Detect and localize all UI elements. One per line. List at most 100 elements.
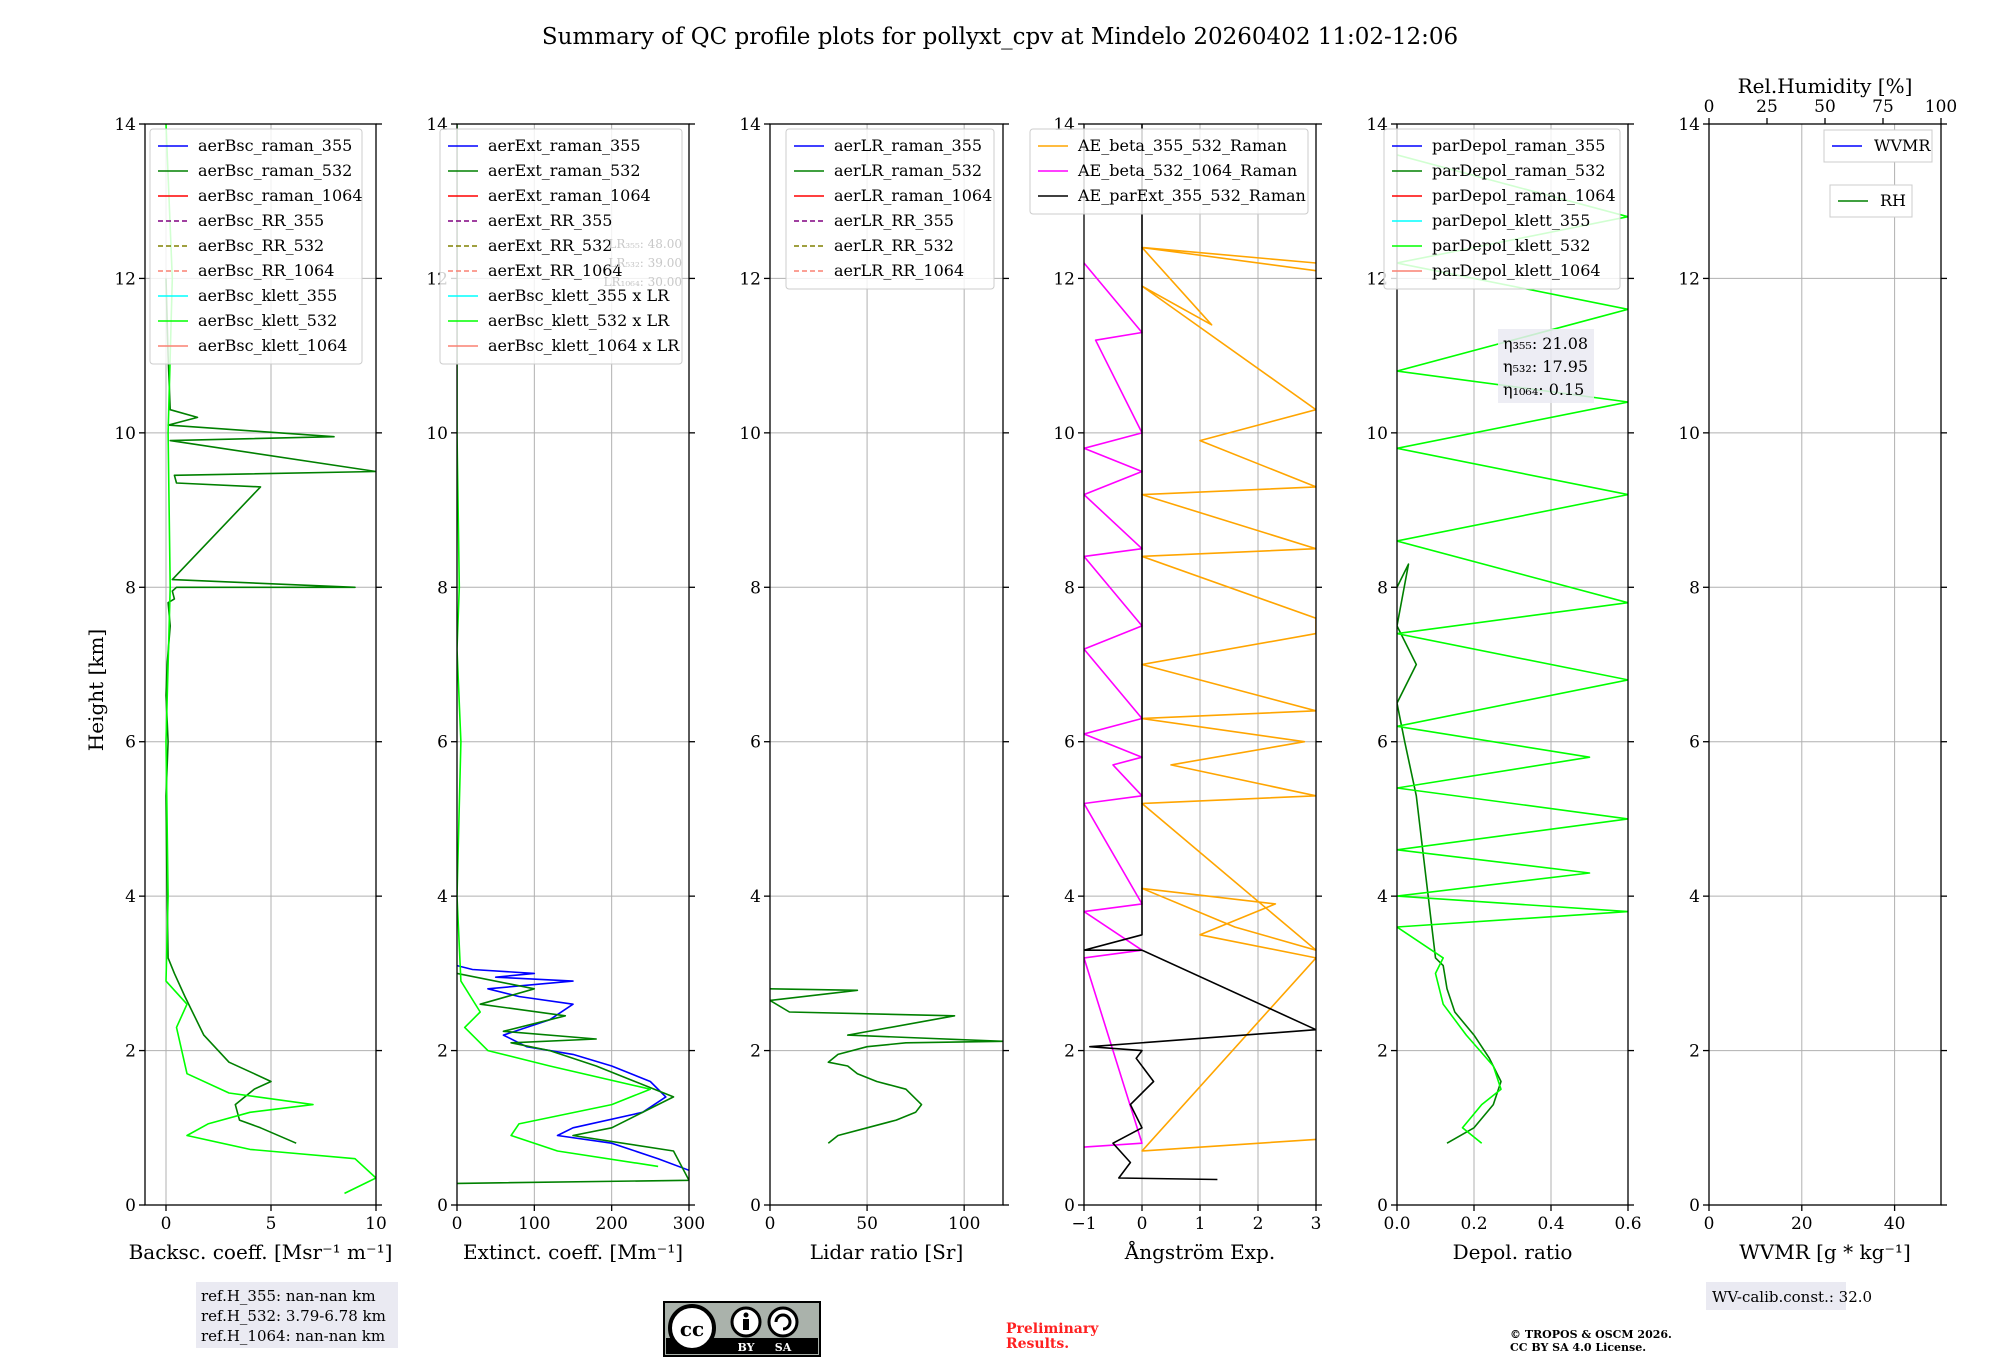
legend-box: [1029, 128, 1309, 215]
x-tick-label: 300: [673, 1214, 705, 1234]
sa-label: SA: [775, 1341, 792, 1354]
legend-label: RH: [1880, 191, 1906, 210]
y-tick-label: 4: [750, 887, 761, 907]
y-tick-label: 2: [1689, 1042, 1700, 1062]
ref-height-box: ref.H_355: nan-nan km ref.H_532: 3.79-6.…: [196, 1282, 398, 1348]
legend-label: aerLR_RR_355: [834, 211, 954, 230]
legend-label: aerExt_raman_532: [488, 161, 641, 180]
x-axis-label: Backsc. coeff. [Msr⁻¹ m⁻¹]: [129, 1240, 393, 1264]
top-tick-label: 0: [1704, 97, 1715, 117]
cc-icon: [668, 1304, 716, 1352]
y-tick-label: 14: [739, 115, 761, 135]
panel-lidar_ratio: 0 2 4 6 8 10 12 14 0 50 100 Lidar ratio [Sr] aerLR_r…: [739, 115, 1009, 1264]
y-tick-label: 12: [1366, 269, 1388, 289]
y-tick-label: 0: [750, 1196, 761, 1216]
preliminary-label-2: Results.: [1006, 1336, 1069, 1352]
legend-label: parDepol_raman_532: [1432, 161, 1605, 180]
x-tick-label: 0: [765, 1214, 776, 1234]
axes-frame: [769, 123, 1004, 1206]
y-tick-label: 10: [426, 424, 448, 444]
by-icon-body: [743, 1319, 749, 1330]
legend-label: AE_parExt_355_532_Raman: [1077, 186, 1306, 205]
legend-label: aerBsc_RR_532: [198, 236, 324, 255]
y-tick-label: 4: [1689, 887, 1700, 907]
wv-calib-const: WV-calib.const.: 32.0: [1712, 1288, 1872, 1306]
y-tick-label: 14: [1678, 115, 1700, 135]
legend-label: aerBsc_raman_355: [198, 136, 352, 155]
x-axis-label: WVMR [g * kg⁻¹]: [1739, 1240, 1911, 1264]
series-AE_beta_532_1064_Raman: [1084, 262, 1143, 1148]
series-AE_parExt_355_532_Raman: [1084, 124, 1316, 1181]
series-aerExt_raman_355: [457, 964, 689, 1172]
y-tick-label: 8: [750, 578, 761, 598]
x-tick-label: 50: [856, 1214, 878, 1234]
x-tick-label: 20: [1791, 1214, 1813, 1234]
x-tick-label: 5: [266, 1214, 277, 1234]
top-axis-label: Rel.Humidity [%]: [1738, 74, 1913, 98]
panel-backscatter: 0 2 4 6 8 10 12 14 0 5 10 Backsc. coeff. [Msr⁻¹ m⁻¹…: [114, 115, 392, 1264]
cc-license-badge: cc BY SA: [663, 1301, 821, 1357]
legend-box: [1829, 184, 1913, 218]
legend-label: aerBsc_klett_355: [198, 286, 337, 305]
x-axis-label: Extinct. coeff. [Mm⁻¹]: [463, 1240, 683, 1264]
x-tick-label: −1: [1071, 1214, 1096, 1234]
y-tick-label: 8: [1689, 578, 1700, 598]
y-tick-label: 4: [125, 887, 136, 907]
legend: parDepol_raman_355 parDepol_raman_532 parD…: [1383, 128, 1621, 290]
y-tick-label: 8: [125, 578, 136, 598]
y-tick-label: 4: [1377, 887, 1388, 907]
legend-label: aerLR_raman_1064: [834, 186, 992, 205]
top-tick-label: 100: [1925, 97, 1957, 117]
preliminary-label-1: Preliminary: [1006, 1321, 1099, 1337]
by-label: BY: [738, 1341, 755, 1354]
y-tick-label: 0: [1689, 1196, 1700, 1216]
figure-title: Summary of QC profile plots for pollyxt_…: [542, 24, 1458, 50]
y-tick-label: 14: [114, 115, 136, 135]
ref-height-355: ref.H_355: nan-nan km: [201, 1287, 376, 1305]
y-tick-label: 8: [1064, 578, 1075, 598]
y-tick-label: 2: [437, 1042, 448, 1062]
legend-label: aerBsc_RR_1064: [198, 261, 334, 280]
series-aerLR_raman_532: [770, 988, 1003, 1144]
copyright-line-2: CC BY SA 4.0 License.: [1510, 1341, 1646, 1354]
ref-height-1064: ref.H_1064: nan-nan km: [201, 1327, 385, 1345]
y-tick-label: 6: [1064, 733, 1075, 753]
legend-label: aerBsc_klett_532 x LR: [488, 311, 670, 330]
series-group: [165, 124, 376, 1195]
legend-label: aerBsc_klett_355 x LR: [488, 286, 670, 305]
y-tick-label: 2: [750, 1042, 761, 1062]
series-group: [457, 124, 689, 1185]
x-tick-label: 2: [1253, 1214, 1264, 1234]
legend-box: [439, 128, 683, 365]
y-tick-label: 6: [1377, 733, 1388, 753]
x-tick-label: 0.2: [1460, 1214, 1487, 1234]
legend-rh: RH: [1829, 184, 1913, 218]
eta-box: [1498, 329, 1594, 403]
series-group: [1084, 124, 1316, 1181]
legend: AE_beta_355_532_Raman AE_beta_532_1064_Ra…: [1029, 128, 1309, 215]
y-tick-label: 0: [125, 1196, 136, 1216]
y-tick-label: 2: [1377, 1042, 1388, 1062]
y-tick-label: 14: [1366, 115, 1388, 135]
axes-frame: [1396, 123, 1629, 1206]
top-tick-label: 25: [1756, 97, 1778, 117]
y-tick-label: 10: [1366, 424, 1388, 444]
x-tick-label: 0: [161, 1214, 172, 1234]
legend-label: aerBsc_raman_1064: [198, 186, 363, 205]
legend-label: aerLR_raman_355: [834, 136, 982, 155]
y-tick-label: 0: [1064, 1196, 1075, 1216]
eta-label: η₃₅₅: 21.08: [1503, 334, 1588, 353]
y-tick-label: 8: [437, 578, 448, 598]
x-tick-label: 0.6: [1614, 1214, 1641, 1234]
series-parDepol_klett_532: [1397, 154, 1628, 1144]
axes-frame: [456, 123, 690, 1206]
series-aerBsc_raman_532: [165, 278, 376, 1144]
y-tick-label: 10: [114, 424, 136, 444]
legend-label: aerExt_raman_355: [488, 136, 641, 155]
by-icon-head: [743, 1312, 749, 1318]
legend-label: aerBsc_RR_355: [198, 211, 324, 230]
